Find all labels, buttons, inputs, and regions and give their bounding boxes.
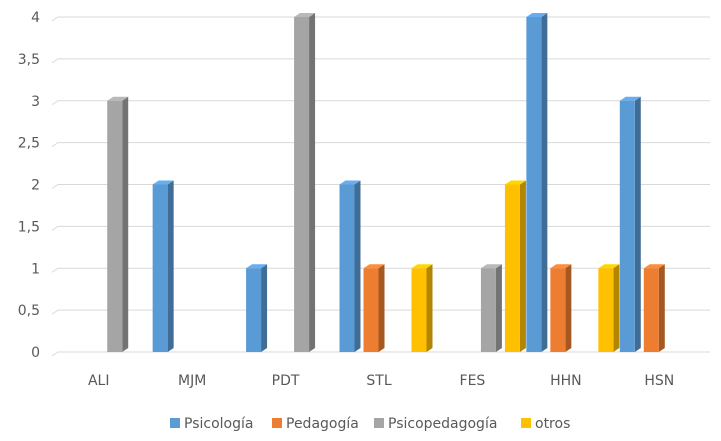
y-tick-label: 0 bbox=[31, 345, 40, 361]
bar-side bbox=[634, 96, 641, 352]
bar-side bbox=[541, 13, 548, 352]
bar bbox=[619, 96, 641, 352]
bar-side bbox=[565, 264, 572, 352]
bar-front bbox=[107, 100, 123, 352]
bar bbox=[480, 264, 502, 352]
bar bbox=[411, 264, 433, 352]
bar-front bbox=[526, 17, 542, 352]
bar-top bbox=[339, 180, 361, 185]
x-tick-label: ALI bbox=[88, 373, 110, 389]
bar bbox=[339, 180, 361, 352]
bar-top bbox=[152, 180, 174, 185]
x-tick-label: HHN bbox=[550, 373, 582, 389]
bar-side bbox=[495, 264, 502, 352]
legend-label: Psicopedagogía bbox=[388, 416, 497, 432]
legend-label: Psicología bbox=[184, 416, 253, 432]
bar-side bbox=[613, 264, 620, 352]
bar-top bbox=[550, 264, 572, 269]
bar bbox=[294, 13, 316, 352]
bar-top bbox=[411, 264, 433, 269]
bar bbox=[504, 180, 526, 352]
bar-top bbox=[294, 13, 316, 17]
bar-front bbox=[246, 268, 262, 352]
gridline bbox=[51, 351, 710, 357]
gridline bbox=[51, 16, 710, 22]
legend-item: Psicopedagogía bbox=[374, 416, 497, 432]
legend-label: Pedagogía bbox=[286, 416, 359, 432]
bar-top bbox=[504, 180, 526, 185]
x-tick-label: MJM bbox=[178, 373, 206, 389]
y-tick-label: 0,5 bbox=[18, 303, 40, 319]
legend-item: otros bbox=[521, 416, 570, 432]
gridline bbox=[51, 142, 710, 148]
bar-top bbox=[643, 264, 665, 269]
gridline bbox=[51, 100, 710, 106]
bar-front bbox=[550, 268, 566, 352]
x-tick-label: STL bbox=[366, 373, 391, 389]
bar bbox=[152, 180, 174, 352]
bar-front bbox=[619, 100, 635, 352]
y-tick-label: 3 bbox=[31, 94, 40, 110]
bar-top bbox=[246, 264, 268, 269]
bar-side bbox=[354, 180, 361, 352]
bar bbox=[550, 264, 572, 352]
bar-side bbox=[519, 180, 526, 352]
bar-side bbox=[658, 264, 665, 352]
bars bbox=[107, 13, 665, 352]
bar-front bbox=[480, 268, 496, 352]
legend-label: otros bbox=[535, 416, 570, 432]
bar-top bbox=[107, 96, 129, 101]
y-tick-label: 3,5 bbox=[18, 52, 40, 68]
bar bbox=[526, 13, 548, 352]
bar-top bbox=[598, 264, 620, 269]
y-tick-label: 2 bbox=[31, 178, 40, 194]
bar-front bbox=[152, 184, 168, 352]
bar-front bbox=[411, 268, 427, 352]
legend-swatch bbox=[272, 418, 282, 428]
legend-swatch bbox=[374, 418, 384, 428]
bar-front bbox=[363, 268, 379, 352]
bar-front bbox=[643, 268, 659, 352]
bar-front bbox=[339, 184, 355, 352]
bar-side bbox=[309, 13, 316, 352]
grid-lines bbox=[51, 16, 710, 357]
bar bbox=[643, 264, 665, 352]
bar-side bbox=[378, 264, 385, 352]
gridline bbox=[51, 184, 710, 189]
x-axis-ticks: ALI MJM PDT STL FES HHN HSN bbox=[88, 373, 674, 389]
bar-front bbox=[598, 268, 614, 352]
y-tick-label: 1 bbox=[31, 261, 40, 277]
bar bbox=[107, 96, 129, 352]
bar-top bbox=[619, 96, 641, 101]
gridline bbox=[51, 58, 710, 64]
legend-item: Pedagogía bbox=[272, 416, 359, 432]
bar-side bbox=[167, 180, 174, 352]
bar bbox=[246, 264, 268, 352]
y-tick-label: 4 bbox=[31, 10, 40, 26]
legend-swatch bbox=[521, 418, 531, 428]
bar-side bbox=[426, 264, 433, 352]
bar-front bbox=[504, 184, 520, 352]
gridline bbox=[51, 225, 710, 231]
x-tick-label: HSN bbox=[644, 373, 674, 389]
y-axis-ticks: 0 0,5 1 1,5 2 2,5 3 3,5 4 bbox=[18, 10, 40, 361]
y-tick-label: 2,5 bbox=[18, 136, 40, 152]
bar-side bbox=[261, 264, 268, 352]
bar-front bbox=[294, 17, 310, 352]
legend-item: Psicología bbox=[170, 416, 253, 432]
legend: Psicología Pedagogía Psicopedagogía otros bbox=[170, 416, 570, 432]
bar bbox=[363, 264, 385, 352]
bar-top bbox=[480, 264, 502, 269]
legend-swatch bbox=[170, 418, 180, 428]
bar-top bbox=[526, 13, 548, 17]
bar-side bbox=[122, 96, 129, 352]
x-tick-label: FES bbox=[460, 373, 486, 389]
bar bbox=[598, 264, 620, 352]
x-tick-label: PDT bbox=[272, 373, 300, 389]
bar-top bbox=[363, 264, 385, 269]
y-tick-label: 1,5 bbox=[18, 219, 40, 235]
